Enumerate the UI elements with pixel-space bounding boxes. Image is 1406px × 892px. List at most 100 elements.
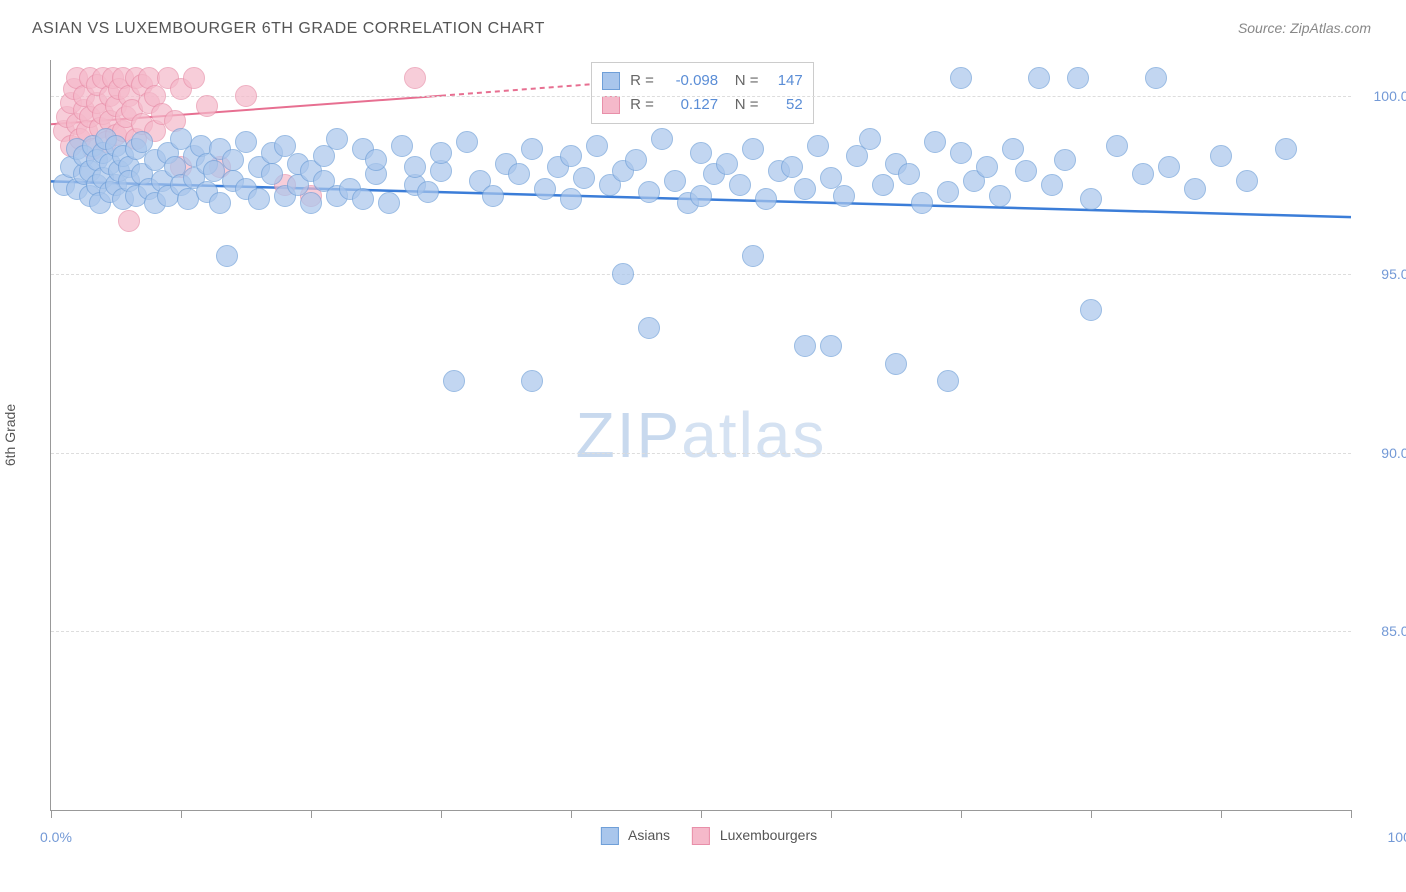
point-asians bbox=[755, 188, 777, 210]
point-luxembourgers bbox=[235, 85, 257, 107]
point-asians bbox=[833, 185, 855, 207]
point-asians bbox=[521, 370, 543, 392]
point-asians bbox=[898, 163, 920, 185]
y-tick-label: 90.0% bbox=[1361, 445, 1406, 461]
legend-swatch-luxembourgers bbox=[692, 827, 710, 845]
point-asians bbox=[216, 245, 238, 267]
point-asians bbox=[1054, 149, 1076, 171]
point-asians bbox=[794, 178, 816, 200]
y-axis-title: 6th Grade bbox=[2, 404, 18, 466]
point-asians bbox=[1106, 135, 1128, 157]
source-label: Source: bbox=[1238, 20, 1286, 36]
point-asians bbox=[742, 245, 764, 267]
x-tick bbox=[51, 810, 52, 818]
x-tick bbox=[571, 810, 572, 818]
point-asians bbox=[950, 142, 972, 164]
point-asians bbox=[326, 128, 348, 150]
point-asians bbox=[313, 145, 335, 167]
point-asians bbox=[1145, 67, 1167, 89]
point-asians bbox=[638, 317, 660, 339]
point-asians bbox=[625, 149, 647, 171]
correlation-box: R = -0.098 N = 147 R = 0.127 N = 52 bbox=[591, 62, 814, 124]
point-asians bbox=[1080, 299, 1102, 321]
point-asians bbox=[1015, 160, 1037, 182]
point-asians bbox=[989, 185, 1011, 207]
x-tick bbox=[441, 810, 442, 818]
point-asians bbox=[742, 138, 764, 160]
point-luxembourgers bbox=[183, 67, 205, 89]
point-asians bbox=[976, 156, 998, 178]
x-tick bbox=[311, 810, 312, 818]
legend-label-asians: Asians bbox=[628, 827, 670, 843]
point-asians bbox=[690, 142, 712, 164]
swatch-asians bbox=[602, 72, 620, 90]
point-asians bbox=[1028, 67, 1050, 89]
gridline bbox=[51, 274, 1351, 275]
point-asians bbox=[586, 135, 608, 157]
x-axis-label-max: 100.0% bbox=[1388, 829, 1406, 845]
y-tick-label: 95.0% bbox=[1361, 266, 1406, 282]
x-tick bbox=[1351, 810, 1352, 818]
x-tick bbox=[961, 810, 962, 818]
n-label: N = bbox=[735, 96, 759, 113]
point-asians bbox=[300, 192, 322, 214]
point-asians bbox=[1067, 67, 1089, 89]
point-asians bbox=[612, 263, 634, 285]
r-value-asians: -0.098 bbox=[658, 69, 718, 93]
point-asians bbox=[1002, 138, 1024, 160]
point-asians bbox=[651, 128, 673, 150]
n-label: N = bbox=[735, 72, 759, 89]
point-asians bbox=[885, 353, 907, 375]
corr-row-asians: R = -0.098 N = 147 bbox=[602, 69, 803, 93]
point-asians bbox=[417, 181, 439, 203]
point-asians bbox=[560, 188, 582, 210]
point-asians bbox=[560, 145, 582, 167]
x-tick bbox=[831, 810, 832, 818]
legend-label-luxembourgers: Luxembourgers bbox=[720, 827, 817, 843]
point-asians bbox=[352, 188, 374, 210]
x-tick bbox=[181, 810, 182, 818]
point-asians bbox=[664, 170, 686, 192]
point-asians bbox=[781, 156, 803, 178]
chart-title: ASIAN VS LUXEMBOURGER 6TH GRADE CORRELAT… bbox=[32, 20, 545, 38]
point-asians bbox=[261, 163, 283, 185]
point-asians bbox=[534, 178, 556, 200]
source-link[interactable]: ZipAtlas.com bbox=[1290, 20, 1371, 36]
point-asians bbox=[638, 181, 660, 203]
point-asians bbox=[521, 138, 543, 160]
x-tick bbox=[1091, 810, 1092, 818]
point-asians bbox=[794, 335, 816, 357]
point-asians bbox=[248, 188, 270, 210]
point-luxembourgers bbox=[404, 67, 426, 89]
point-asians bbox=[1041, 174, 1063, 196]
point-asians bbox=[1184, 178, 1206, 200]
point-asians bbox=[378, 192, 400, 214]
swatch-luxembourgers bbox=[602, 96, 620, 114]
point-asians bbox=[1080, 188, 1102, 210]
point-asians bbox=[430, 142, 452, 164]
point-asians bbox=[508, 163, 530, 185]
legend: Asians Luxembourgers bbox=[583, 827, 817, 845]
n-value-asians: 147 bbox=[763, 69, 803, 93]
point-asians bbox=[404, 156, 426, 178]
point-asians bbox=[950, 67, 972, 89]
point-asians bbox=[573, 167, 595, 189]
point-asians bbox=[1275, 138, 1297, 160]
gridline bbox=[51, 453, 1351, 454]
source-attribution: Source: ZipAtlas.com bbox=[1238, 20, 1371, 36]
point-asians bbox=[820, 335, 842, 357]
point-asians bbox=[456, 131, 478, 153]
point-asians bbox=[911, 192, 933, 214]
point-asians bbox=[846, 145, 868, 167]
point-luxembourgers bbox=[196, 95, 218, 117]
point-asians bbox=[690, 185, 712, 207]
y-tick-label: 100.0% bbox=[1361, 88, 1406, 104]
point-asians bbox=[872, 174, 894, 196]
gridline bbox=[51, 631, 1351, 632]
point-asians bbox=[807, 135, 829, 157]
point-asians bbox=[222, 149, 244, 171]
point-asians bbox=[482, 185, 504, 207]
point-asians bbox=[937, 370, 959, 392]
y-tick-label: 85.0% bbox=[1361, 623, 1406, 639]
point-asians bbox=[235, 131, 257, 153]
